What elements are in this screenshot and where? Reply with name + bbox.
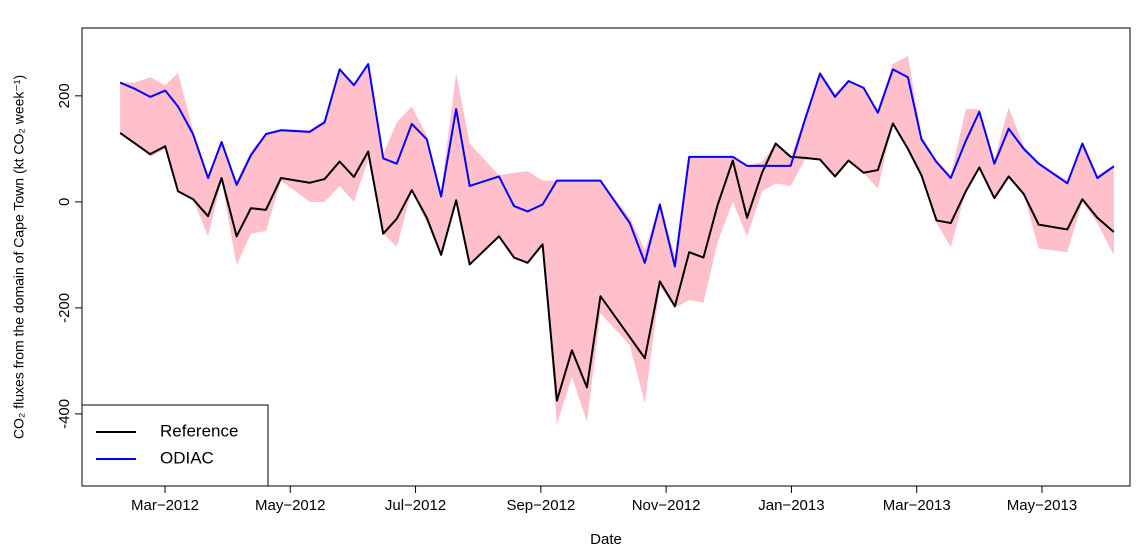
x-tick-label: Sep−2012: [506, 497, 575, 514]
x-tick-label: Jul−2012: [385, 497, 446, 514]
y-tick-label: 0: [56, 198, 73, 206]
x-tick-label: Nov−2012: [632, 497, 701, 514]
y-tick-label: 200: [56, 83, 73, 108]
y-tick-label: -200: [56, 293, 73, 323]
x-tick-label: Jan−2013: [758, 497, 824, 514]
legend-label: Reference: [160, 421, 238, 440]
y-tick-label: -400: [56, 399, 73, 429]
x-tick-label: Mar−2013: [883, 497, 951, 514]
legend: Reference ODIAC: [81, 404, 269, 487]
x-axis-label: Date: [590, 531, 622, 548]
x-tick-label: May−2012: [255, 497, 325, 514]
data-line: [119, 122, 1115, 402]
data-line: [119, 63, 1115, 268]
legend-label: ODIAC: [160, 448, 214, 467]
x-tick-label: May−2013: [1007, 497, 1077, 514]
y-axis-label: CO₂ fluxes from the domain of Cape Town …: [11, 75, 27, 439]
uncertainty-band: [120, 56, 1114, 425]
legend-box: [81, 404, 269, 487]
x-tick-label: Mar−2012: [131, 497, 199, 514]
